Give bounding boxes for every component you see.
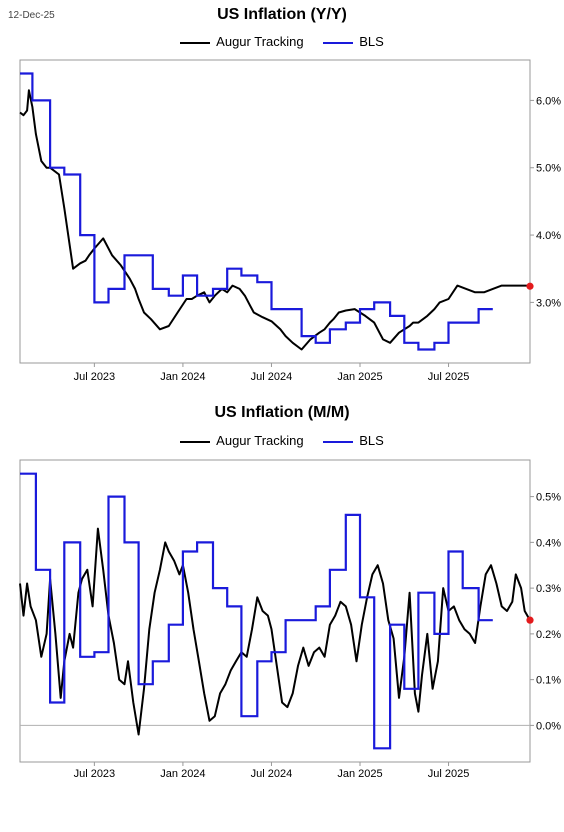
x-tick-label-yoy: Jul 2024: [251, 371, 293, 383]
series-tracking-mom: [19, 527, 531, 736]
series-bls-yoy: [20, 72, 493, 351]
legend-swatch-tracking: [180, 440, 211, 443]
latest-point-marker-mom: [526, 616, 534, 624]
legend-swatch-bls: [323, 440, 354, 443]
legend-label-bls: BLS: [359, 433, 384, 448]
x-tick-label-mom: Jul 2023: [74, 768, 116, 780]
legend-yoy: Augur Tracking BLS: [0, 34, 564, 49]
legend-item-bls: BLS: [323, 34, 384, 49]
y-tick-label-mom: 0.4%: [536, 537, 561, 549]
legend-label-bls: BLS: [359, 34, 384, 49]
y-tick-label-yoy: 6.0%: [536, 95, 561, 107]
series-bls-mom: [20, 472, 493, 750]
x-tick-label-yoy: Jul 2025: [428, 371, 470, 383]
y-tick-label-yoy: 4.0%: [536, 230, 561, 242]
date-stamp: 12-Dec-25: [8, 10, 55, 21]
x-tick-label-mom: Jan 2024: [160, 768, 205, 780]
y-tick-label-yoy: 5.0%: [536, 163, 561, 175]
y-tick-label-yoy: 3.0%: [536, 297, 561, 309]
chart-title-yoy: US Inflation (Y/Y): [217, 6, 347, 23]
x-tick-label-yoy: Jul 2023: [74, 371, 116, 383]
x-tick-label-mom: Jul 2025: [428, 768, 470, 780]
y-tick-label-mom: 0.2%: [536, 629, 561, 641]
legend-item-tracking: Augur Tracking: [180, 34, 304, 49]
legend-swatch-bls: [323, 41, 354, 44]
legend-label-tracking: Augur Tracking: [216, 433, 304, 448]
legend-mom: Augur Tracking BLS: [0, 433, 564, 448]
y-tick-label-mom: 0.1%: [536, 675, 561, 687]
y-tick-label-mom: 0.0%: [536, 720, 561, 732]
latest-point-marker-yoy: [526, 282, 534, 290]
x-tick-label-mom: Jan 2025: [337, 768, 382, 780]
x-tick-label-mom: Jul 2024: [251, 768, 293, 780]
y-tick-label-mom: 0.5%: [536, 492, 561, 504]
series-tracking-yoy: [19, 89, 531, 351]
x-tick-label-yoy: Jan 2024: [160, 371, 205, 383]
chart-title-mom: US Inflation (M/M): [214, 404, 350, 421]
plot-frame-mom: [19, 459, 531, 763]
plot-frame-yoy: [19, 59, 531, 364]
legend-label-tracking: Augur Tracking: [216, 34, 304, 49]
y-tick-label-mom: 0.3%: [536, 583, 561, 595]
x-tick-label-yoy: Jan 2025: [337, 371, 382, 383]
legend-item-tracking: Augur Tracking: [180, 433, 304, 448]
legend-swatch-tracking: [180, 41, 211, 44]
legend-item-bls: BLS: [323, 433, 384, 448]
